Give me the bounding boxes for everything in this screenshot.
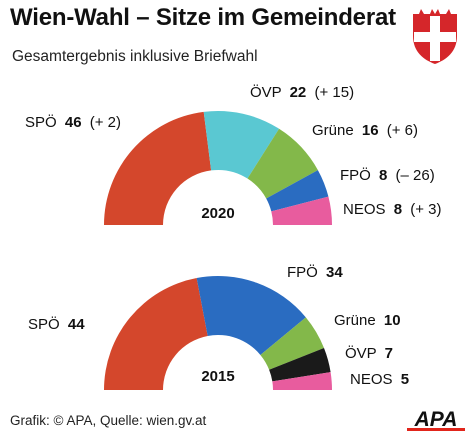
source-note: Grafik: © APA, Quelle: wien.gv.at xyxy=(10,413,207,428)
label-oevp-2020: ÖVP 22 (+ 15) xyxy=(250,83,354,101)
label-oevp-2015: ÖVP 7 xyxy=(345,344,393,362)
label-gruene-2015: Grüne 10 xyxy=(334,312,401,329)
label-spoe-2020: SPÖ 46 (+ 2) xyxy=(25,113,121,131)
label-fpoe-2020: FPÖ 8 (– 26) xyxy=(340,166,435,184)
party-name-neos-2020: NEOS xyxy=(343,201,386,218)
center-label-2015: 2015 xyxy=(201,368,234,385)
label-gruene-2020: Grüne 16 (+ 6) xyxy=(312,122,418,139)
change-oevp-2020: + 15 xyxy=(319,84,349,101)
seat-count-gruene-2015: 10 xyxy=(384,312,401,329)
change-neos-2020: + 3 xyxy=(415,201,436,218)
seat-segment-oevp-2015 xyxy=(269,348,331,382)
party-name-oevp-2020: ÖVP xyxy=(250,83,282,101)
seat-count-spoe-2015: 44 xyxy=(68,316,85,333)
change-fpoe-2020: – 26 xyxy=(401,167,430,184)
change-gruene-2020: + 6 xyxy=(392,122,413,139)
crest-cross-horizontal xyxy=(414,32,456,42)
seat-segment-oevp-2020 xyxy=(203,111,280,179)
party-name-oevp-2015: ÖVP xyxy=(345,344,377,362)
seat-count-oevp-2015: 7 xyxy=(385,345,393,362)
seat-segment-gruene-2020 xyxy=(247,128,318,199)
label-spoe-2015: SPÖ 44 xyxy=(28,315,85,333)
change-spoe-2020: + 2 xyxy=(95,114,116,131)
seat-count-neos-2015: 5 xyxy=(401,371,409,388)
seat-segment-spoe-2020 xyxy=(104,111,212,225)
seat-count-fpoe-2015: 34 xyxy=(326,264,343,281)
hemicycle-2020: 2020 SPÖ 46 (+ 2) ÖVP 22 (+ 15) Grüne 16… xyxy=(25,83,441,225)
seat-segment-fpoe-2015 xyxy=(196,276,306,355)
seat-segment-gruene-2015 xyxy=(260,317,324,370)
label-neos-2020: NEOS 8 (+ 3) xyxy=(343,201,441,218)
party-name-spoe-2015: SPÖ xyxy=(28,315,60,333)
apa-logo-bar xyxy=(407,428,465,431)
party-name-fpoe-2020: FPÖ xyxy=(340,166,371,184)
party-name-gruene-2020: Grüne xyxy=(312,122,354,139)
apa-logo-text: APA xyxy=(414,408,458,431)
party-name-gruene-2015: Grüne xyxy=(334,312,376,329)
party-name-spoe-2020: SPÖ xyxy=(25,113,57,131)
seat-segment-fpoe-2020 xyxy=(266,170,329,212)
chart-subtitle: Gesamtergebnis inklusive Briefwahl xyxy=(12,48,258,65)
seat-count-oevp-2020: 22 xyxy=(290,84,307,101)
party-name-fpoe-2015: FPÖ xyxy=(287,263,318,281)
party-name-neos-2015: NEOS xyxy=(350,371,393,388)
hemicycle-2015: 2015 SPÖ 44 FPÖ 34 Grüne 10 ÖVP 7 NEOS 5 xyxy=(28,263,409,390)
seat-segment-neos-2020 xyxy=(271,196,332,225)
seat-count-spoe-2020: 46 xyxy=(65,114,82,131)
seat-count-neos-2020: 8 xyxy=(394,201,402,218)
seat-segment-neos-2015 xyxy=(272,372,332,390)
seat-count-gruene-2020: 16 xyxy=(362,122,379,139)
seat-count-fpoe-2020: 8 xyxy=(379,167,387,184)
chart-title: Wien-Wahl – Sitze im Gemeinderat xyxy=(10,4,396,31)
label-fpoe-2015: FPÖ 34 xyxy=(287,263,343,281)
seat-segment-spoe-2015 xyxy=(104,278,208,390)
apa-logo: APA xyxy=(407,408,465,431)
vienna-crest-icon xyxy=(413,9,457,64)
center-label-2020: 2020 xyxy=(201,205,234,222)
label-neos-2015: NEOS 5 xyxy=(350,371,409,388)
